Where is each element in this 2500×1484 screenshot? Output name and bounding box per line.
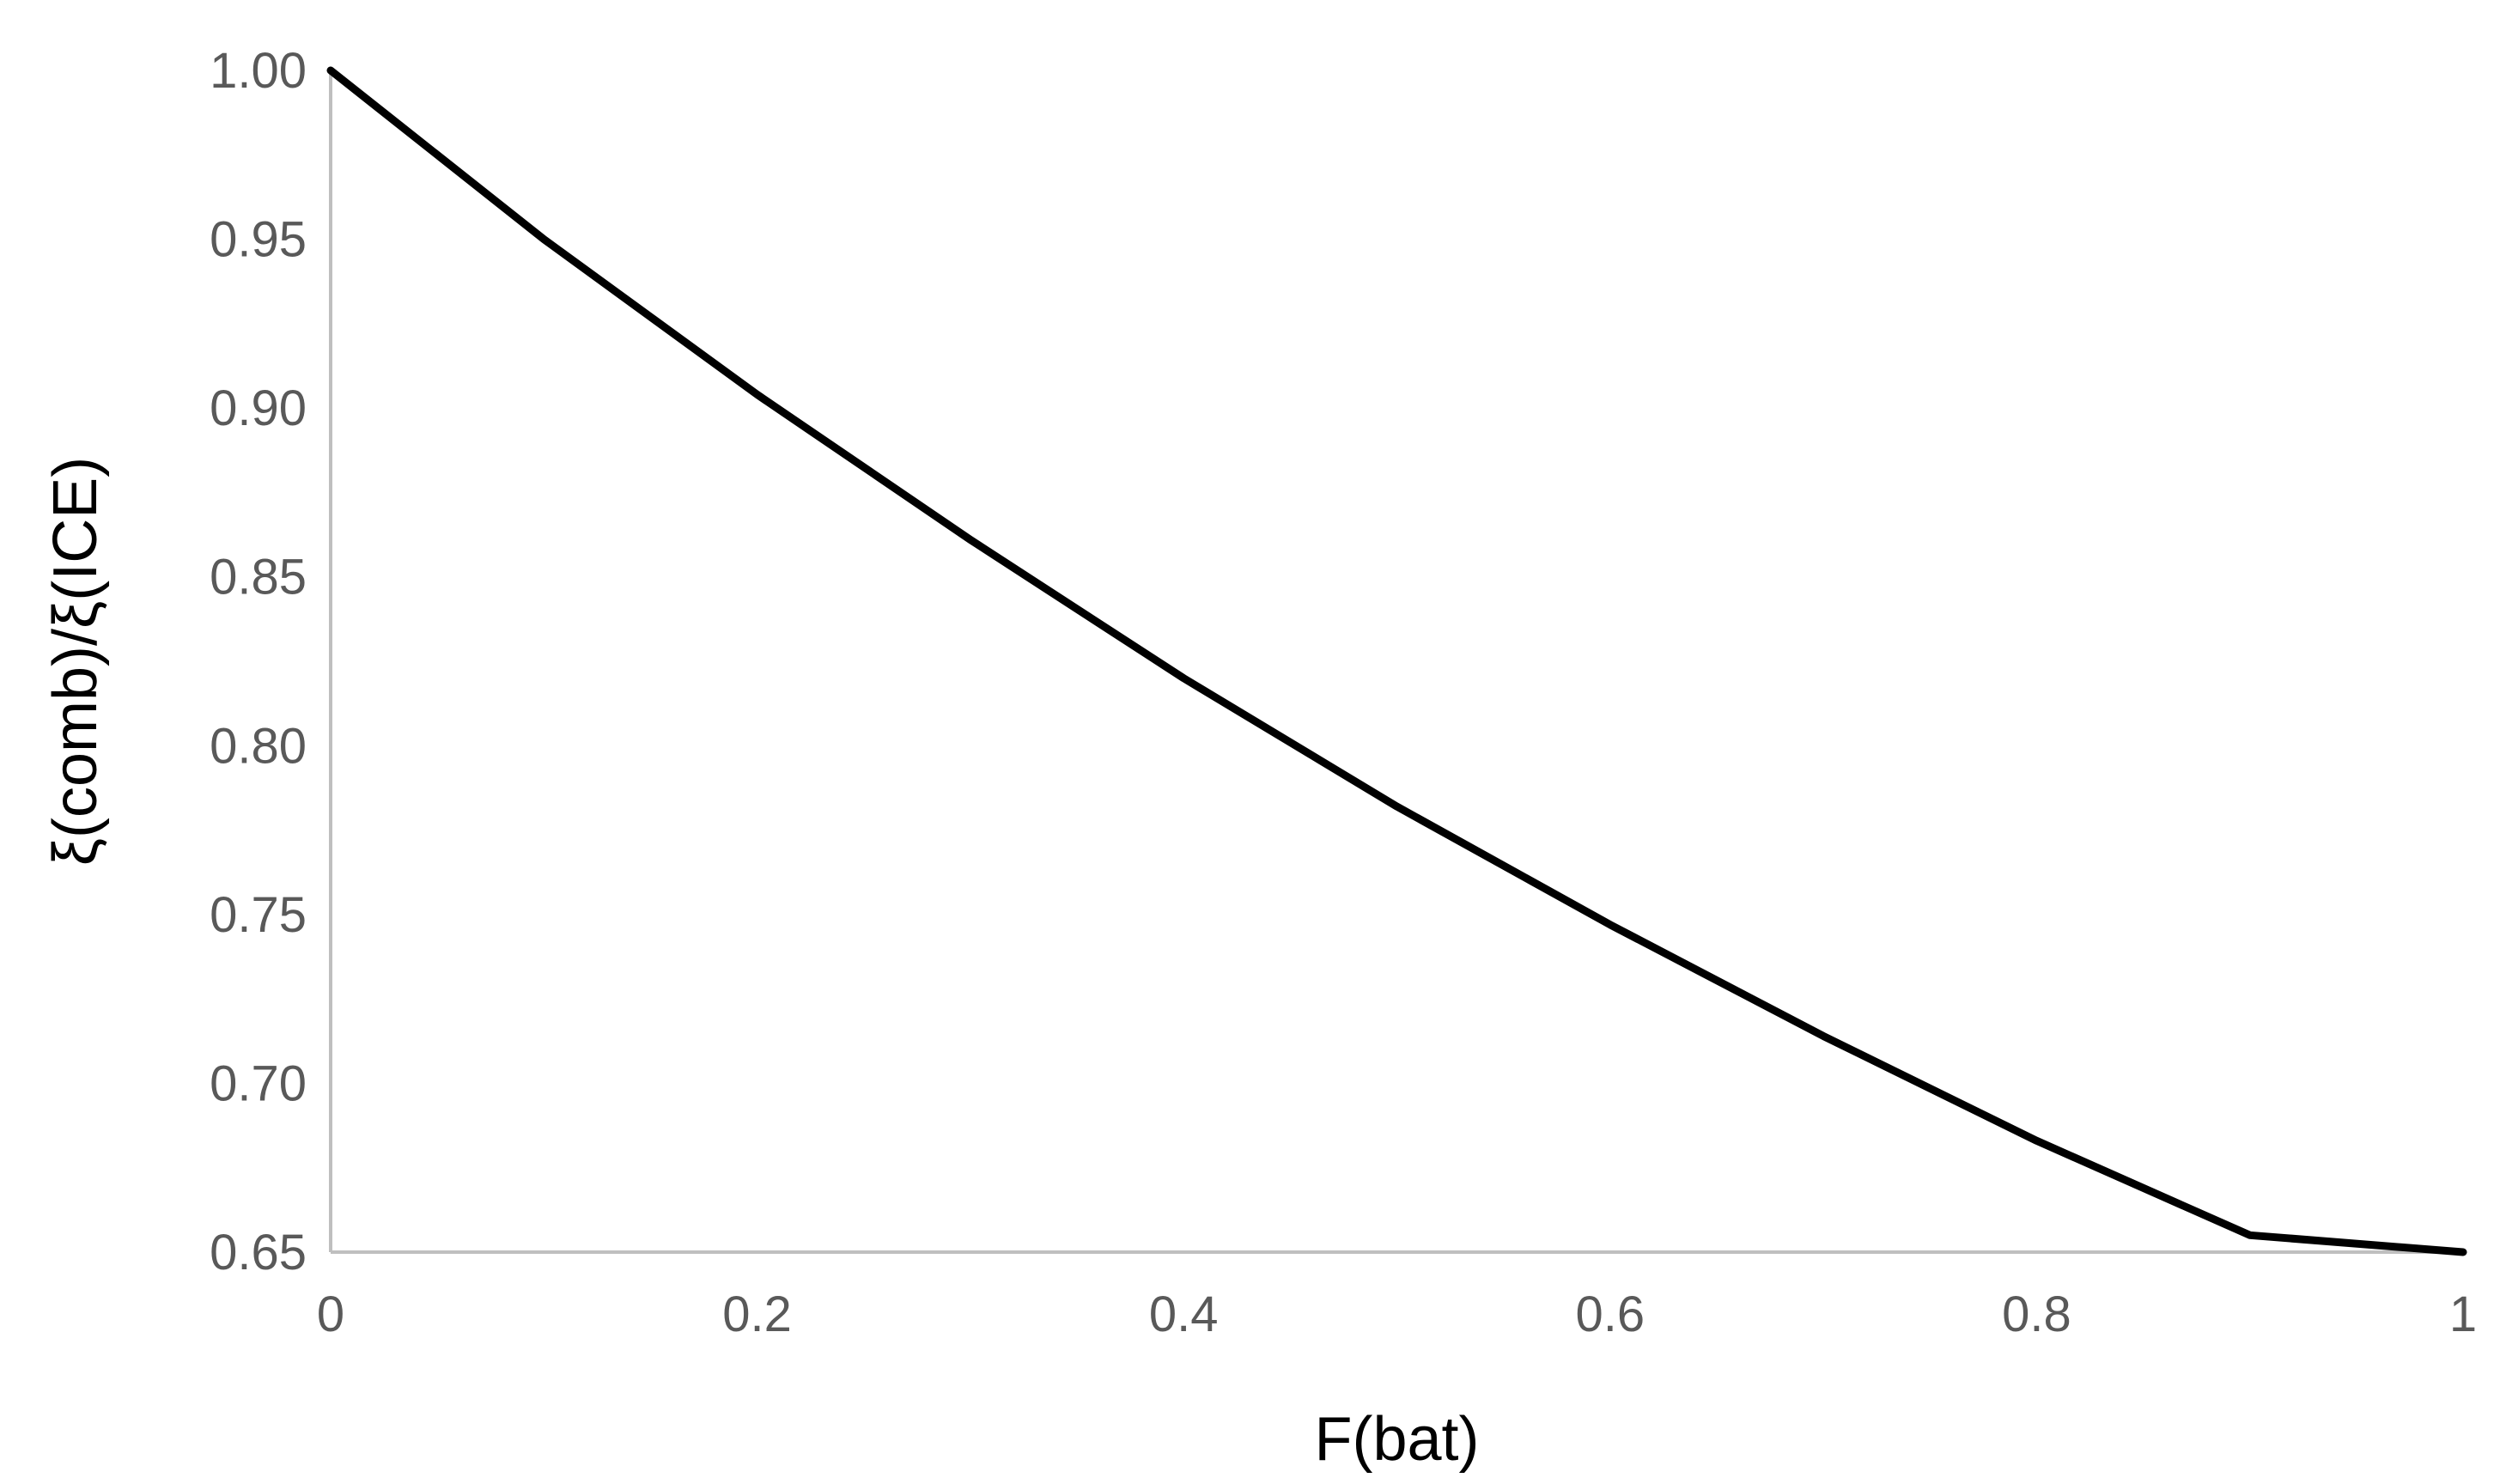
y-tick-label: 0.85 — [210, 550, 307, 605]
y-tick-label: 0.70 — [210, 1055, 307, 1111]
y-axis: 1.00 0.95 0.90 0.85 0.80 0.75 0.70 0.65 — [210, 43, 332, 1280]
x-tick-label: 1 — [2449, 1286, 2477, 1342]
x-tick-label: 0 — [317, 1286, 344, 1342]
x-axis-title: F(bat) — [1314, 1405, 1479, 1474]
x-tick-label: 0.6 — [1575, 1286, 1645, 1342]
y-tick-label: 1.00 — [210, 43, 307, 99]
x-axis: 0 0.2 0.4 0.6 0.8 1 — [317, 1250, 2477, 1342]
y-tick-label: 0.90 — [210, 380, 307, 436]
x-tick-label: 0.2 — [722, 1286, 792, 1342]
series-line — [326, 66, 2467, 1256]
y-tick-label: 0.95 — [210, 212, 307, 268]
y-tick-label: 0.75 — [210, 887, 307, 943]
y-tick-label: 0.65 — [210, 1225, 307, 1280]
y-tick-label: 0.80 — [210, 718, 307, 774]
x-tick-label: 0.8 — [2002, 1286, 2071, 1342]
x-tick-label: 0.4 — [1149, 1286, 1219, 1342]
y-axis-title: ξ(comb)/ξ(ICE) — [41, 457, 110, 866]
series-group — [326, 66, 2467, 1256]
